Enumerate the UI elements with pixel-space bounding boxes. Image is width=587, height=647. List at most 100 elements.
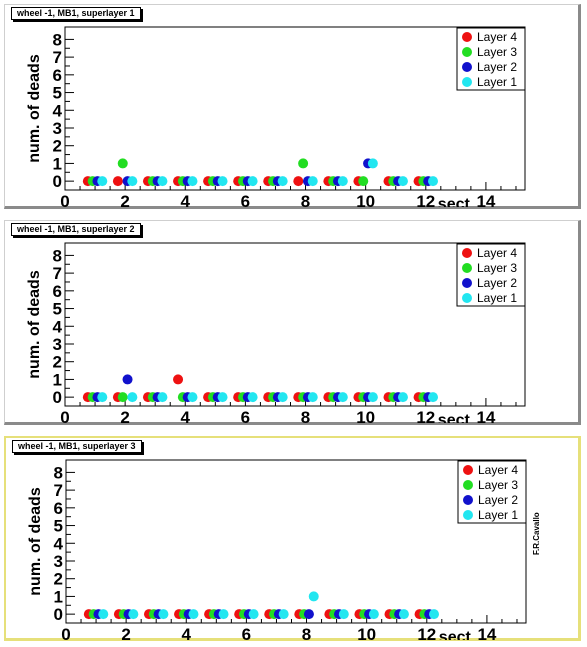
legend-marker (462, 47, 472, 57)
x-tick-label: 12 (417, 625, 436, 640)
legend-label: Layer 3 (477, 261, 517, 275)
y-tick-label: 4 (54, 534, 64, 553)
legend-label: Layer 3 (478, 478, 518, 492)
y-tick-label: 3 (53, 119, 62, 138)
data-point (277, 176, 288, 187)
data-point (303, 609, 314, 620)
legend-marker (462, 248, 472, 258)
x-axis-label: sect (438, 196, 471, 207)
data-point (367, 392, 378, 403)
legend-marker (462, 263, 472, 273)
plot-title: wheel -1, MB1, superlayer 3 (12, 440, 142, 453)
y-tick-label: 2 (53, 353, 62, 372)
legend-marker (462, 278, 472, 288)
y-tick-label: 3 (53, 335, 62, 354)
y-tick-label: 7 (54, 481, 63, 500)
x-tick-label: 14 (476, 408, 495, 423)
y-tick-label: 5 (53, 84, 62, 103)
legend-label: Layer 1 (477, 75, 517, 89)
x-tick-label: 10 (356, 192, 375, 207)
legend-marker (463, 510, 473, 520)
data-point (337, 176, 348, 187)
y-tick-label: 2 (54, 570, 63, 589)
data-point (122, 374, 133, 385)
data-point (157, 392, 168, 403)
x-tick-label: 10 (357, 625, 376, 640)
data-point (218, 609, 229, 620)
data-point (398, 609, 409, 620)
legend-marker (462, 32, 472, 42)
plot-panel-superlayer-2: 0 1 2 3 4 5 6 7 8 0 2 4 6 8 10 12 14 sect num. of deads Lay… (4, 220, 581, 425)
legend-marker (462, 293, 472, 303)
y-tick-label: 6 (53, 66, 62, 85)
data-point (429, 609, 439, 620)
data-point (247, 176, 258, 187)
legend-label: Layer 1 (478, 508, 518, 522)
data-point (97, 392, 108, 403)
data-point (307, 392, 318, 403)
data-point (173, 374, 184, 385)
y-axis-label: num. of deads (27, 487, 44, 596)
x-tick-label: 0 (60, 408, 69, 423)
legend-label: Layer 2 (477, 276, 517, 290)
plot-title: wheel -1, MB1, superlayer 2 (11, 223, 141, 236)
data-point (117, 392, 128, 403)
x-tick-label: 2 (121, 625, 130, 640)
data-point (98, 609, 109, 620)
data-point (187, 392, 198, 403)
data-point (428, 392, 438, 403)
y-tick-label: 0 (53, 388, 62, 407)
data-point (112, 176, 123, 187)
data-point (337, 392, 348, 403)
data-point (187, 176, 198, 187)
x-tick-label: 6 (241, 192, 250, 207)
data-point (397, 392, 408, 403)
data-point (127, 392, 138, 403)
legend-marker (463, 480, 473, 490)
legend-marker (462, 62, 472, 72)
data-point (157, 176, 168, 187)
legend-label: Layer 4 (477, 30, 517, 44)
y-tick-label: 6 (54, 499, 63, 518)
data-point (158, 609, 169, 620)
x-tick-label: 2 (120, 192, 129, 207)
x-tick-label: 4 (181, 192, 191, 207)
y-tick-label: 0 (54, 605, 63, 624)
x-tick-label: 10 (356, 408, 375, 423)
data-point (338, 609, 349, 620)
plot-panel-superlayer-3: 0 1 2 3 4 5 6 7 8 0 2 4 6 8 10 12 14 sect num. of deads Lay… (4, 436, 581, 641)
y-tick-label: 8 (54, 463, 63, 482)
data-point (293, 176, 304, 187)
y-tick-label: 1 (54, 587, 63, 606)
y-tick-label: 1 (53, 370, 62, 389)
y-tick-label: 4 (53, 101, 63, 120)
x-tick-label: 0 (61, 625, 70, 640)
data-point (248, 609, 259, 620)
x-axis-label: sect (438, 412, 471, 423)
plot-frame (65, 459, 527, 624)
x-tick-label: 8 (301, 408, 310, 423)
y-tick-label: 3 (54, 552, 63, 571)
x-tick-label: 4 (181, 408, 191, 423)
x-axis-label: sect (439, 629, 472, 640)
y-tick-label: 1 (53, 154, 62, 173)
plot-panel-superlayer-1: 0 1 2 3 4 5 6 7 8 0 2 4 6 8 10 12 14 sect num. of deads Lay… (4, 4, 581, 209)
y-tick-label: 7 (53, 48, 62, 67)
data-point (97, 176, 108, 187)
data-point (358, 176, 369, 187)
plot-frame (64, 26, 526, 191)
y-axis-label: num. of deads (26, 54, 43, 163)
legend-label: Layer 2 (477, 60, 517, 74)
x-tick-label: 12 (416, 192, 435, 207)
data-point (308, 591, 319, 602)
data-point (307, 176, 318, 187)
y-tick-label: 5 (53, 300, 62, 319)
author-signature: F.R.Cavallo (532, 512, 541, 555)
plot-frame (64, 242, 526, 407)
x-tick-label: 8 (302, 625, 311, 640)
y-tick-label: 7 (53, 264, 62, 283)
